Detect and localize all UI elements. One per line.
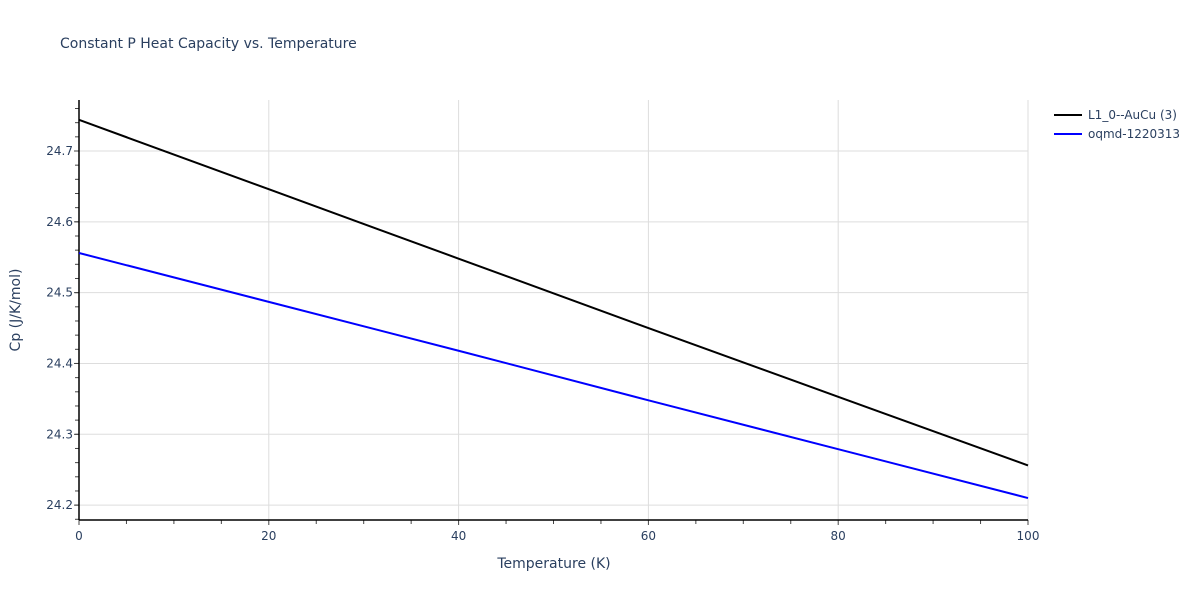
y-tick-label: 24.2	[46, 498, 73, 512]
grid-lines	[79, 100, 1029, 520]
axes: 0 20 40 60 80 100 24.2 24.3 24.4 24.5 24.6 24.7	[46, 100, 1039, 543]
series-line	[78, 252, 1029, 500]
legend-item-label: L1_0--AuCu (3)	[1088, 108, 1177, 122]
y-tick-label: 24.4	[46, 356, 73, 370]
x-tick-label: 0	[75, 529, 83, 543]
y-axis-title: Cp (J/K/mol)	[8, 269, 24, 352]
series-lines	[78, 118, 1029, 500]
series-line	[78, 118, 1029, 467]
y-tick-label: 24.6	[46, 215, 73, 229]
x-tick-label: 80	[831, 529, 846, 543]
legend-item-label: oqmd-1220313	[1088, 127, 1180, 141]
legend[interactable]: L1_0--AuCu (3) oqmd-1220313	[1054, 108, 1180, 141]
x-axis-title: Temperature (K)	[496, 556, 610, 572]
y-tick-label: 24.3	[46, 427, 73, 441]
x-tick-label: 40	[451, 529, 466, 543]
y-tick-label: 24.5	[46, 286, 73, 300]
chart-title: Constant P Heat Capacity vs. Temperature	[60, 36, 357, 52]
x-tick-label: 100	[1017, 529, 1040, 543]
x-tick-label: 20	[261, 529, 276, 543]
x-tick-label: 60	[641, 529, 656, 543]
y-tick-label: 24.7	[46, 144, 73, 158]
